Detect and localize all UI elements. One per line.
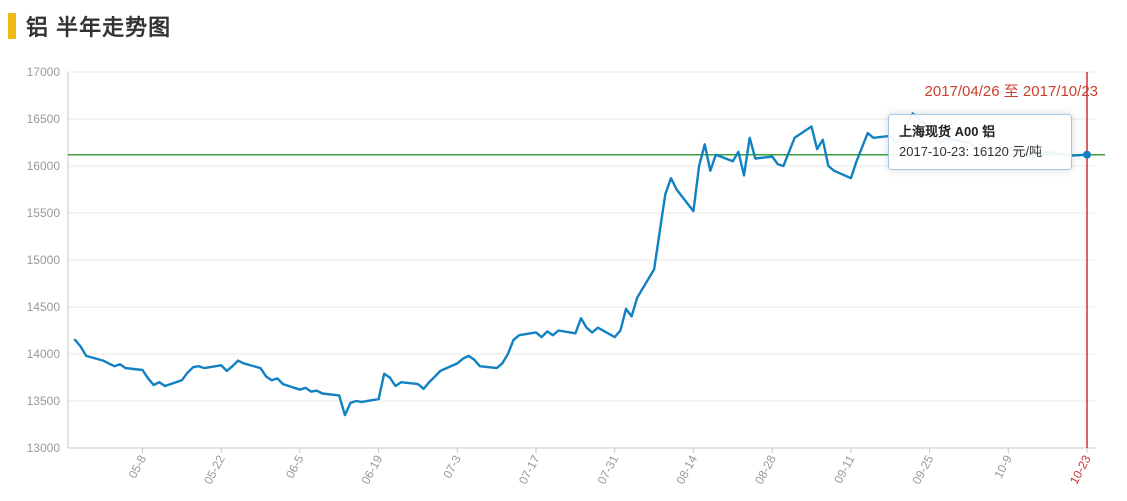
x-axis-tick-label: 07-17 bbox=[516, 453, 543, 487]
x-axis-tick-label: 05-8 bbox=[126, 453, 150, 481]
x-axis-tick-label: 09-25 bbox=[909, 453, 936, 487]
y-axis-tick-label: 15000 bbox=[27, 253, 61, 267]
y-axis-tick-label: 14000 bbox=[27, 347, 61, 361]
x-axis-tick-label: 10-23 bbox=[1067, 453, 1094, 487]
y-axis-tick-label: 16500 bbox=[27, 112, 61, 126]
x-axis-tick-label: 06-5 bbox=[283, 453, 307, 481]
y-axis-tick-label: 15500 bbox=[27, 206, 61, 220]
x-axis: 05-8 05-22 06-5 06-19 07-3 07-17 07-31 08-14 08-… bbox=[126, 448, 1094, 487]
x-axis-tick-label: 06-19 bbox=[358, 453, 385, 487]
x-axis-tick-label: 08-14 bbox=[673, 453, 700, 487]
last-point-marker[interactable] bbox=[1083, 150, 1091, 159]
page-header: 铝 半年走势图 bbox=[8, 10, 171, 42]
x-axis-tick-label: 07-31 bbox=[595, 453, 622, 487]
y-axis-tick-label: 14500 bbox=[27, 300, 61, 314]
x-axis-tick-label: 05-22 bbox=[201, 453, 228, 487]
x-axis-tick-label: 07-3 bbox=[440, 453, 464, 481]
y-axis-tick-label: 13000 bbox=[27, 441, 61, 455]
page-title: 铝 半年走势图 bbox=[26, 15, 172, 40]
date-range-label: 2017/04/26 至 2017/10/23 bbox=[924, 83, 1098, 100]
x-axis-tick-label: 10-9 bbox=[991, 453, 1015, 481]
tooltip-value: 2017-10-23: 16120 元/吨 bbox=[899, 144, 1043, 160]
title-accent-bar-icon bbox=[8, 13, 16, 39]
y-axis-tick-label: 17000 bbox=[27, 65, 61, 79]
y-axis-tick-label: 13500 bbox=[27, 394, 61, 408]
chart-tooltip: 上海现货 A00 铝 2017-10-23: 16120 元/吨 bbox=[888, 114, 1072, 171]
x-axis-tick-label: 09-11 bbox=[831, 453, 858, 486]
x-axis-tick-label: 08-28 bbox=[752, 453, 779, 487]
tooltip-series-name: 上海现货 A00 铝 bbox=[899, 124, 996, 139]
y-axis-tick-label: 16000 bbox=[27, 159, 61, 173]
